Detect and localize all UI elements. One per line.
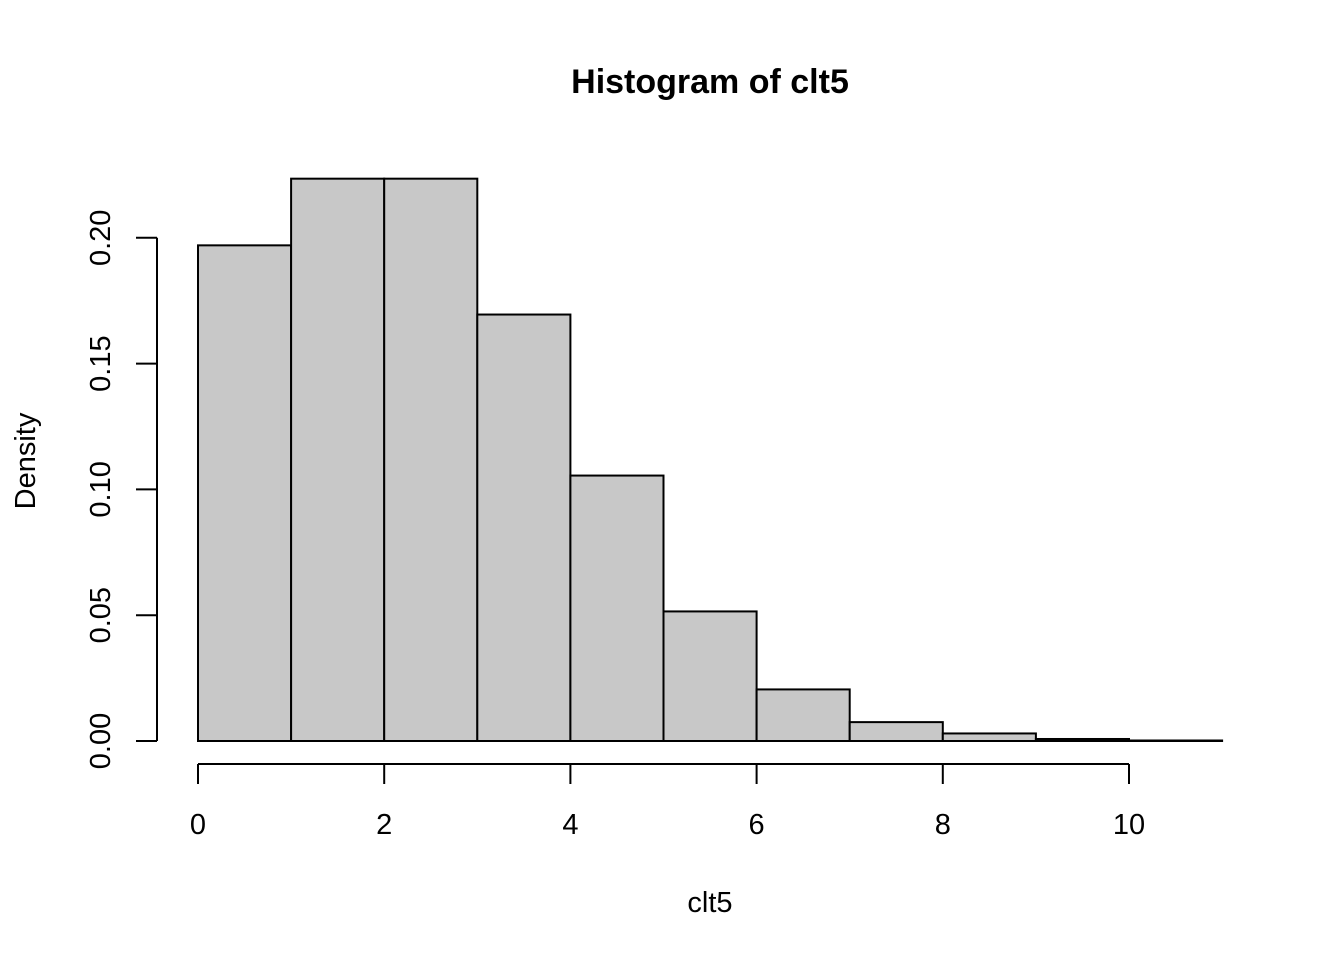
histogram-bar [569, 474, 665, 742]
histogram-bar [755, 688, 851, 742]
y-tick-label: 0.05 [85, 587, 117, 643]
histogram-bar [476, 313, 572, 742]
histogram-bar [941, 732, 1037, 743]
x-tick-label: 0 [190, 809, 206, 841]
y-axis-title: Density [10, 412, 42, 509]
histogram-bar [848, 721, 944, 743]
x-tick-label: 6 [749, 809, 765, 841]
x-tick-label: 4 [562, 809, 578, 841]
bars-group [197, 177, 1224, 743]
histogram-bar [197, 244, 293, 743]
x-tick-label: 10 [1113, 809, 1145, 841]
y-tick-label: 0.10 [85, 461, 117, 517]
x-tick-label: 2 [376, 809, 392, 841]
y-tick-label: 0.00 [85, 713, 117, 769]
y-tick-label: 0.20 [85, 210, 117, 266]
histogram-bar [383, 177, 479, 742]
y-axis: 0.00 0.05 0.10 0.15 0.20 [85, 210, 158, 769]
x-axis: 0 2 4 6 8 10 [190, 763, 1145, 841]
histogram-bar [290, 177, 386, 742]
x-axis-title: clt5 [687, 887, 732, 919]
chart-title: Histogram of clt5 [571, 63, 849, 101]
histogram-bar [662, 610, 758, 743]
x-tick-label: 8 [935, 809, 951, 841]
y-tick-label: 0.15 [85, 335, 117, 391]
